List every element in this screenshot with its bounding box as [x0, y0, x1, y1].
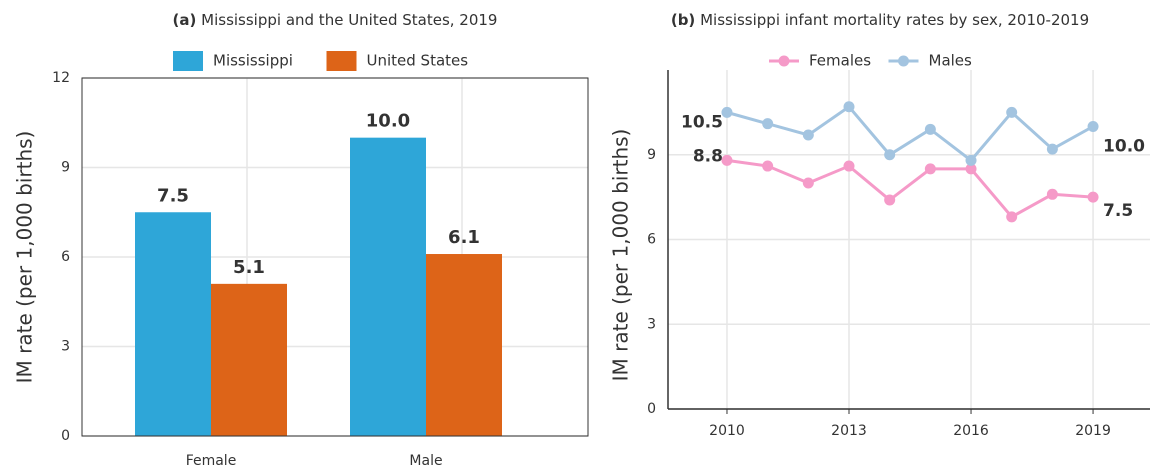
data-label: 8.8 — [693, 146, 723, 166]
point — [884, 149, 896, 161]
data-label: 10.5 — [681, 112, 723, 132]
y-tick-label: 6 — [61, 249, 70, 265]
series-line — [726, 104, 1094, 163]
point — [965, 163, 977, 175]
point — [802, 177, 814, 189]
point — [1046, 188, 1058, 200]
y-axis-label: IM rate (per 1,000 births) — [609, 129, 633, 382]
x-tick-label: 2019 — [1075, 423, 1111, 439]
x-tick-label: 2016 — [953, 423, 989, 439]
legend-dot — [778, 55, 790, 67]
y-axis-label: IM rate (per 1,000 births) — [13, 131, 37, 384]
legend-dot — [898, 55, 909, 67]
x-tick-label: 2010 — [709, 423, 745, 439]
title-tag: (b) — [671, 11, 695, 29]
bar — [426, 254, 502, 436]
legend-label: Males — [929, 52, 973, 70]
bar — [211, 283, 287, 436]
point — [1006, 106, 1018, 118]
legend-swatch — [173, 51, 203, 71]
title-tag: (a) — [173, 11, 197, 29]
point — [1006, 211, 1018, 223]
title-text: Mississippi infant mortality rates by se… — [700, 11, 1089, 29]
point — [843, 101, 855, 113]
data-label: 5.1 — [233, 257, 265, 278]
point — [721, 154, 733, 166]
point — [884, 194, 896, 206]
y-tick-label: 9 — [647, 147, 656, 163]
data-label: 7.5 — [1103, 201, 1133, 221]
point — [924, 123, 936, 135]
x-tick-label: Male — [409, 453, 442, 468]
x-tick-label: 2013 — [831, 423, 867, 439]
data-label: 10.0 — [1103, 137, 1145, 157]
point — [1046, 143, 1058, 155]
point — [762, 118, 774, 130]
legend-swatch — [326, 51, 357, 71]
y-tick-label: 9 — [61, 160, 70, 176]
point — [1087, 191, 1099, 203]
title-text: Mississippi and the United States, 2019 — [201, 11, 497, 29]
data-label: 7.5 — [157, 185, 189, 206]
point — [843, 160, 855, 172]
series-line — [726, 158, 1094, 219]
y-tick-label: 12 — [52, 70, 70, 86]
point — [1087, 121, 1099, 132]
legend-label: United States — [367, 52, 469, 70]
point — [721, 106, 733, 118]
bar — [135, 212, 211, 436]
y-tick-label: 0 — [647, 401, 656, 417]
y-tick-label: 3 — [61, 339, 70, 355]
y-tick-label: 3 — [647, 316, 656, 332]
bar — [350, 137, 426, 436]
point — [802, 129, 814, 141]
chart-title: (b) Mississippi infant mortality rates b… — [671, 11, 1089, 29]
point — [924, 163, 936, 175]
legend-label: Mississippi — [213, 52, 293, 70]
data-label: 10.0 — [366, 111, 410, 132]
chart-title: (a) Mississippi and the United States, 2… — [173, 11, 498, 29]
y-tick-label: 0 — [61, 428, 70, 444]
plot-frame — [81, 77, 589, 437]
data-label: 6.1 — [448, 227, 480, 248]
x-tick-label: Female — [186, 453, 237, 468]
legend-label: Females — [809, 52, 871, 70]
point — [965, 154, 977, 166]
y-tick-label: 6 — [647, 232, 656, 248]
point — [762, 160, 774, 172]
